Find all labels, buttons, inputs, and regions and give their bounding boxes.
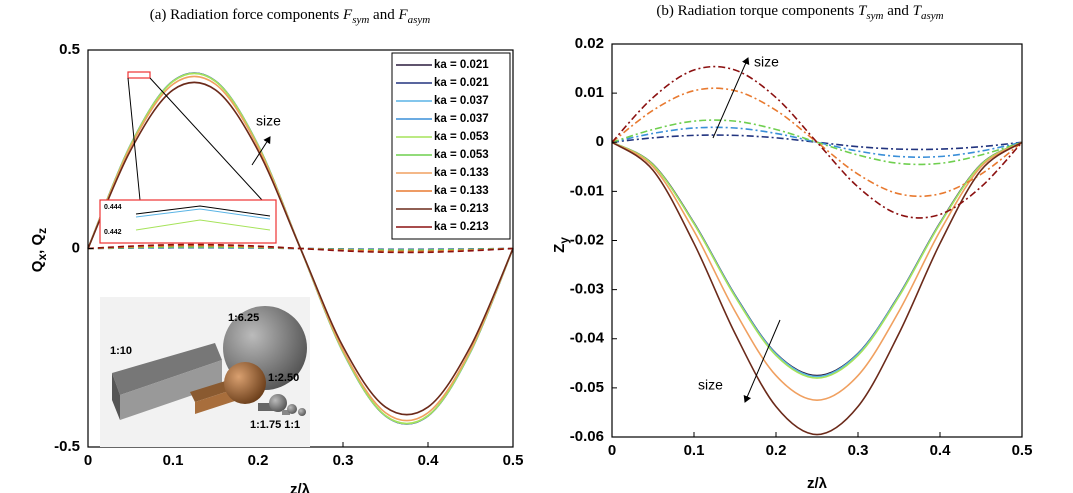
x-tick-label: 0.1 (163, 452, 184, 469)
legend-label: ka = 0.037 (434, 95, 489, 107)
series-line (611, 87, 1023, 198)
annotation: size (754, 54, 779, 70)
x-tick-label: 0.5 (503, 452, 524, 469)
series-line (87, 243, 514, 254)
x-tick-label: 0.3 (848, 442, 869, 459)
title-a: (a) Radiation force components Fsym and … (150, 7, 431, 25)
zoom-box (127, 71, 151, 79)
inset-image-label: 1:10 (110, 345, 132, 357)
x-tick-label: 0.1 (684, 442, 705, 459)
series-line (611, 126, 1023, 158)
legend-box (391, 52, 511, 240)
legend-label: ka = 0.213 (434, 221, 489, 233)
x-tick-label: 0 (84, 452, 92, 469)
y-tick-label: -0.05 (570, 379, 604, 396)
inset-label: 0.444 (104, 204, 122, 211)
size-arrow (712, 57, 750, 139)
y-tick-label: -0.03 (570, 281, 604, 298)
x-tick-label: 0 (608, 442, 616, 459)
inset-curve (135, 219, 271, 231)
x-tick-label: 0.3 (333, 452, 354, 469)
inset-curve (135, 205, 271, 217)
annotation: size (698, 377, 723, 393)
legend-label: ka = 0.037 (434, 113, 489, 125)
y-axis-label: Qx, Qz (29, 228, 49, 272)
x-tick-label: 0.2 (248, 452, 269, 469)
y-tick-label: -0.01 (570, 182, 604, 199)
legend-label: ka = 0.021 (434, 77, 489, 89)
plot: 0 0.1 0.2 0.3 0.4 0.5 -0.06 -0.05 -0.04 -0.03 -0.0… (570, 35, 1033, 459)
x-tick-label: 0.4 (418, 452, 440, 469)
plot-area (612, 44, 1022, 437)
inset-image-label: 1:6.25 (228, 312, 259, 324)
legend-label: ka = 0.133 (434, 167, 489, 179)
inset-image-label: 1:1.75 1:1 (250, 419, 300, 431)
legend-label: ka = 0.213 (434, 203, 489, 215)
y-tick-label: 0.02 (575, 35, 604, 52)
inset-curve (135, 208, 271, 220)
y-tick-label: -0.04 (570, 330, 605, 347)
title-b: (b) Radiation torque components Tsym and… (656, 3, 943, 21)
y-tick-label: 0 (72, 239, 80, 256)
y-tick-label: 0.5 (59, 41, 80, 58)
x-axis-label: z/λ (807, 475, 828, 492)
x-tick-label: 0.5 (1012, 442, 1033, 459)
size-arrow (251, 136, 271, 166)
legend-label: ka = 0.053 (434, 131, 489, 143)
y-tick-label: 0 (596, 133, 604, 150)
inset-image (100, 297, 310, 447)
series-line (611, 141, 1023, 436)
y-tick-label: -0.5 (54, 438, 80, 455)
y-axis-label: Zy (551, 237, 571, 253)
inset-image-label: 1:2.50 (268, 372, 299, 384)
y-tick-label: 0.01 (575, 84, 604, 101)
x-tick-label: 0.2 (766, 442, 787, 459)
size-arrow (743, 319, 781, 403)
zoom-line (149, 77, 263, 201)
x-tick-label: 0.4 (930, 442, 952, 459)
zoom-line (127, 77, 141, 201)
x-axis-label: z/λ (290, 481, 311, 493)
legend-label: ka = 0.053 (434, 149, 489, 161)
legend-label: ka = 0.133 (434, 185, 489, 197)
inset-label: 0.442 (104, 229, 122, 236)
legend-label: ka = 0.021 (434, 59, 489, 71)
annotation: size (256, 113, 281, 129)
series-line (611, 141, 1023, 379)
y-tick-label: -0.06 (570, 428, 604, 445)
y-tick-label: -0.02 (570, 231, 604, 248)
series-line (611, 141, 1023, 401)
